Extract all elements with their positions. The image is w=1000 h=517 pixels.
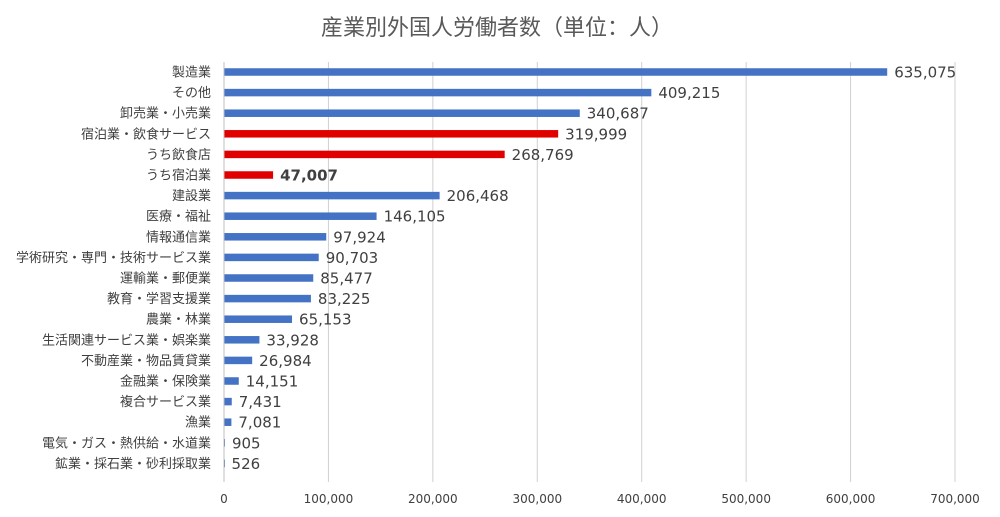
- x-tick-label: 100,000: [304, 492, 354, 506]
- value-label: 319,999: [565, 125, 627, 143]
- category-labels: 製造業その他卸売業・小売業宿泊業・飲食サービスうち飲食店うち宿泊業建設業医療・福…: [16, 65, 211, 472]
- bar: [224, 336, 260, 344]
- bar: [224, 397, 232, 406]
- bar: [224, 294, 311, 303]
- value-label: 7,431: [239, 393, 282, 411]
- value-label: 340,687: [587, 105, 649, 123]
- category-label: 運輸業・郵便業: [120, 271, 211, 287]
- value-label: 26,984: [259, 352, 312, 370]
- value-label: 146,105: [384, 208, 446, 226]
- category-label: 製造業: [172, 65, 211, 81]
- value-label: 526: [232, 455, 261, 473]
- category-label: 金融業・保険業: [120, 374, 211, 390]
- value-label: 65,153: [299, 311, 352, 329]
- bar: [224, 253, 319, 262]
- value-label: 14,151: [246, 373, 299, 391]
- value-label: 635,075: [894, 64, 956, 82]
- x-tick-label: 400,000: [617, 492, 667, 506]
- value-label: 97,924: [333, 228, 386, 246]
- value-label: 206,468: [447, 187, 509, 205]
- value-label: 905: [232, 434, 261, 452]
- bar: [224, 233, 327, 241]
- bar: [224, 418, 232, 426]
- category-label: うち宿泊業: [146, 168, 211, 184]
- bar: [224, 109, 580, 117]
- category-label: 学術研究・専門・技術サービス業: [16, 250, 211, 266]
- category-label: 鉱業・採石業・砂利採取業: [55, 456, 211, 472]
- value-label: 7,081: [238, 414, 281, 432]
- bar: [224, 274, 314, 282]
- category-label: 教育・学習支援業: [107, 291, 211, 307]
- category-label: 卸売業・小売業: [120, 106, 211, 122]
- value-label: 268,769: [512, 146, 574, 164]
- bar: [224, 88, 652, 97]
- category-label: うち飲食店: [146, 147, 211, 163]
- category-label: 生活関連サービス業・娯楽業: [42, 332, 211, 348]
- x-tick-label: 200,000: [408, 492, 458, 506]
- x-tick-label: 600,000: [826, 492, 876, 506]
- value-label: 90,703: [326, 249, 379, 267]
- x-tick-label: 0: [220, 492, 228, 506]
- value-label: 33,928: [266, 331, 319, 349]
- value-label: 409,215: [658, 84, 720, 102]
- gridlines: [327, 62, 956, 482]
- x-tick-label: 700,000: [930, 492, 980, 506]
- bar: [224, 212, 377, 220]
- category-label: 医療・福祉: [146, 210, 211, 225]
- bar: [224, 68, 888, 76]
- category-label: 漁業: [185, 415, 211, 431]
- category-label: 建設業: [172, 188, 211, 204]
- bar: [224, 130, 559, 138]
- category-label: 不動産業・物品賃貸業: [81, 353, 211, 369]
- category-label: その他: [172, 86, 211, 101]
- bar: [224, 356, 253, 365]
- bar: [224, 315, 293, 323]
- category-label: 情報通信業: [146, 229, 211, 245]
- x-tick-label: 500,000: [721, 492, 771, 506]
- x-tick-label: 300,000: [512, 492, 562, 506]
- bar: [224, 171, 274, 179]
- category-label: 農業・林業: [146, 312, 211, 328]
- bar: [224, 150, 505, 159]
- value-labels: 635,075 409,215 340,687 319,999 268,769 47,00…: [232, 64, 957, 473]
- bar: [224, 377, 239, 385]
- chart-title: 産業別外国人労働者数（単位：人）: [321, 16, 673, 41]
- x-axis-tick-labels: 0 100,000 200,000 300,000 400,000 500,000 600,…: [220, 492, 980, 506]
- category-label: 電気・ガス・熱供給・水道業: [42, 435, 211, 451]
- value-label: 85,477: [320, 270, 373, 288]
- bars: [224, 68, 888, 468]
- category-label: 宿泊業・飲食サービス: [81, 126, 211, 142]
- value-label: 47,007: [280, 167, 338, 185]
- value-label: 83,225: [318, 290, 371, 308]
- bar: [224, 191, 440, 200]
- category-label: 複合サービス業: [120, 394, 211, 410]
